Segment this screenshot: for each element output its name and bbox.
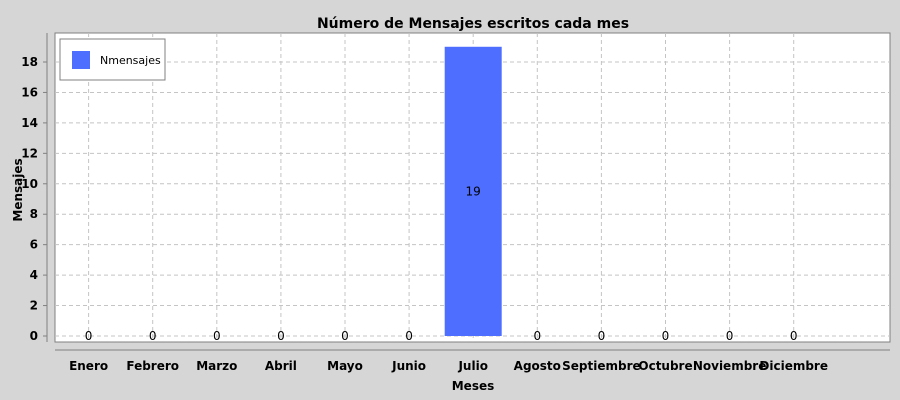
data-label: 0 (790, 329, 798, 343)
legend-label: Nmensajes (100, 54, 161, 67)
chart-title: Número de Mensajes escritos cada mes (317, 16, 629, 32)
x-tick-label: Octubre (638, 359, 692, 373)
x-tick-label: Julio (457, 359, 487, 373)
data-label: 0 (662, 329, 670, 343)
data-label: 0 (341, 329, 349, 343)
x-tick-label: Noviembre (693, 359, 767, 373)
data-label: 0 (277, 329, 285, 343)
data-label: 0 (726, 329, 734, 343)
data-labels: 0 0 0 0 0 0 19 0 0 0 0 0 (85, 184, 798, 343)
y-tick-label: 18 (21, 55, 38, 69)
x-tick-label: Diciembre (759, 359, 828, 373)
y-tick-label: 8 (30, 207, 38, 221)
y-tick-label: 14 (21, 116, 38, 130)
x-tick-label: Febrero (126, 359, 179, 373)
bars (444, 46, 502, 337)
y-tick-label: 4 (30, 268, 38, 282)
data-label: 0 (533, 329, 541, 343)
bar (444, 46, 502, 337)
grid-lines (55, 33, 890, 342)
x-tick-label: Marzo (196, 359, 237, 373)
y-tick-label: 0 (30, 329, 38, 343)
y-tick-label: 16 (21, 85, 38, 99)
data-label: 0 (598, 329, 606, 343)
legend-swatch (72, 51, 90, 69)
x-tick-label: Abril (265, 359, 297, 373)
y-axis: 0 2 4 6 8 10 12 14 16 18 (21, 33, 48, 343)
y-axis-label: Mensajes (11, 158, 25, 221)
data-label: 19 (466, 184, 481, 198)
x-tick-label: Septiembre (562, 359, 641, 373)
data-label: 0 (213, 329, 221, 343)
y-tick-label: 10 (21, 177, 38, 191)
y-tick-label: 6 (30, 238, 38, 252)
x-tick-label: Enero (69, 359, 108, 373)
x-axis-label: Meses (452, 379, 495, 393)
data-label: 0 (85, 329, 93, 343)
y-tick-label: 2 (30, 299, 38, 313)
x-tick-label: Mayo (327, 359, 363, 373)
x-axis: Enero Febrero Marzo Abril Mayo Junio Julio Agos… (55, 349, 890, 373)
data-label: 0 (405, 329, 413, 343)
x-tick-label: Junio (391, 359, 426, 373)
legend: Nmensajes (59, 38, 166, 81)
y-tick-label: 12 (21, 146, 38, 160)
data-label: 0 (149, 329, 157, 343)
x-tick-label: Agosto (514, 359, 561, 373)
